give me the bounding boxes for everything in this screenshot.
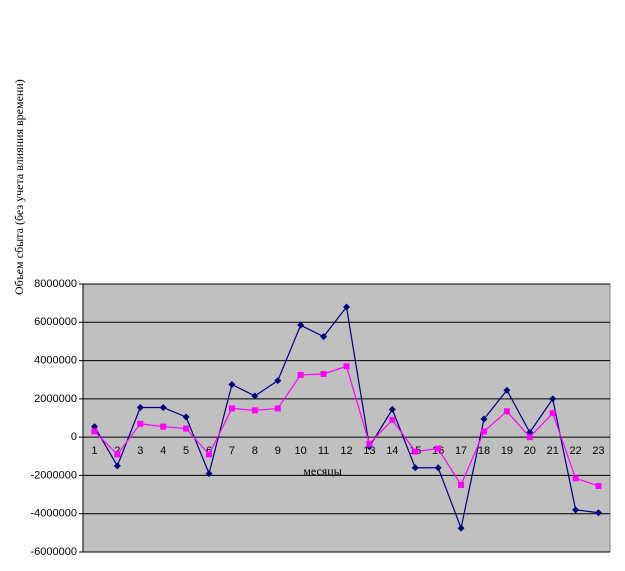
x-tick-label: 13 bbox=[363, 445, 375, 457]
x-tick-label: 17 bbox=[455, 445, 467, 457]
marker bbox=[320, 370, 327, 377]
x-tick-label: 10 bbox=[295, 445, 307, 457]
marker bbox=[251, 392, 259, 400]
x-tick-label: 11 bbox=[318, 445, 329, 457]
y-tick-label: 4000000 bbox=[34, 354, 77, 366]
marker bbox=[411, 464, 419, 472]
marker bbox=[572, 506, 580, 514]
marker bbox=[297, 371, 304, 378]
marker bbox=[526, 434, 533, 441]
marker bbox=[205, 470, 213, 478]
x-tick-label: 2 bbox=[114, 445, 120, 457]
x-tick-label: 8 bbox=[252, 445, 258, 457]
marker bbox=[228, 381, 236, 388]
marker bbox=[572, 475, 579, 482]
x-tick-label: 9 bbox=[275, 445, 281, 457]
marker bbox=[549, 410, 556, 417]
y-tick-label: -4000000 bbox=[31, 508, 78, 520]
y-tick-label: 0 bbox=[71, 431, 77, 443]
marker bbox=[343, 303, 350, 311]
marker bbox=[595, 482, 602, 489]
x-tick-label: 14 bbox=[386, 445, 398, 457]
x-axis-label: месяцы bbox=[303, 464, 342, 478]
x-tick-label: 21 bbox=[547, 445, 559, 457]
marker bbox=[366, 440, 373, 447]
marker bbox=[320, 333, 328, 341]
x-tick-label: 20 bbox=[524, 445, 536, 457]
y-tick-label: 6000000 bbox=[34, 316, 77, 328]
marker bbox=[595, 509, 603, 517]
marker bbox=[183, 425, 190, 432]
marker bbox=[114, 451, 121, 458]
plot-area bbox=[82, 283, 611, 553]
marker bbox=[343, 363, 350, 370]
marker bbox=[389, 416, 396, 423]
marker bbox=[91, 428, 98, 435]
y-tick-label: 8000000 bbox=[34, 278, 77, 290]
y-tick-label: -6000000 bbox=[31, 546, 78, 558]
marker bbox=[412, 448, 419, 455]
x-tick-label: 7 bbox=[229, 445, 235, 457]
marker bbox=[526, 428, 534, 436]
x-tick-label: 12 bbox=[340, 445, 352, 457]
marker bbox=[503, 408, 510, 415]
y-axis-label: Объем сбыта (без учета влияния времени) bbox=[12, 79, 26, 295]
marker bbox=[228, 405, 235, 412]
marker bbox=[159, 403, 167, 411]
marker bbox=[90, 423, 98, 431]
marker bbox=[434, 464, 442, 472]
marker bbox=[136, 403, 144, 411]
x-tick-label: 23 bbox=[592, 445, 604, 457]
marker bbox=[549, 395, 557, 403]
x-tick-label: 6 bbox=[206, 445, 212, 457]
marker bbox=[274, 377, 282, 385]
x-tick-label: 3 bbox=[137, 445, 143, 457]
marker bbox=[274, 405, 281, 412]
marker bbox=[457, 524, 465, 532]
marker bbox=[480, 428, 487, 435]
marker bbox=[388, 405, 396, 413]
marker bbox=[435, 445, 442, 452]
x-tick-label: 4 bbox=[160, 445, 166, 457]
marker bbox=[480, 415, 488, 423]
marker bbox=[297, 321, 305, 329]
marker bbox=[251, 407, 258, 414]
marker bbox=[503, 386, 511, 394]
x-tick-label: 5 bbox=[183, 445, 189, 457]
marker bbox=[206, 451, 213, 458]
x-tick-label: 18 bbox=[478, 445, 490, 457]
marker bbox=[113, 462, 121, 470]
marker bbox=[458, 482, 465, 488]
x-tick-label: 22 bbox=[570, 445, 582, 457]
marker bbox=[160, 423, 167, 430]
marker bbox=[137, 420, 144, 427]
marker bbox=[182, 413, 190, 421]
x-tick-label: 19 bbox=[501, 445, 513, 457]
y-tick-label: -2000000 bbox=[31, 469, 78, 481]
x-tick-label: 1 bbox=[91, 445, 97, 457]
y-tick-label: 2000000 bbox=[34, 393, 77, 405]
